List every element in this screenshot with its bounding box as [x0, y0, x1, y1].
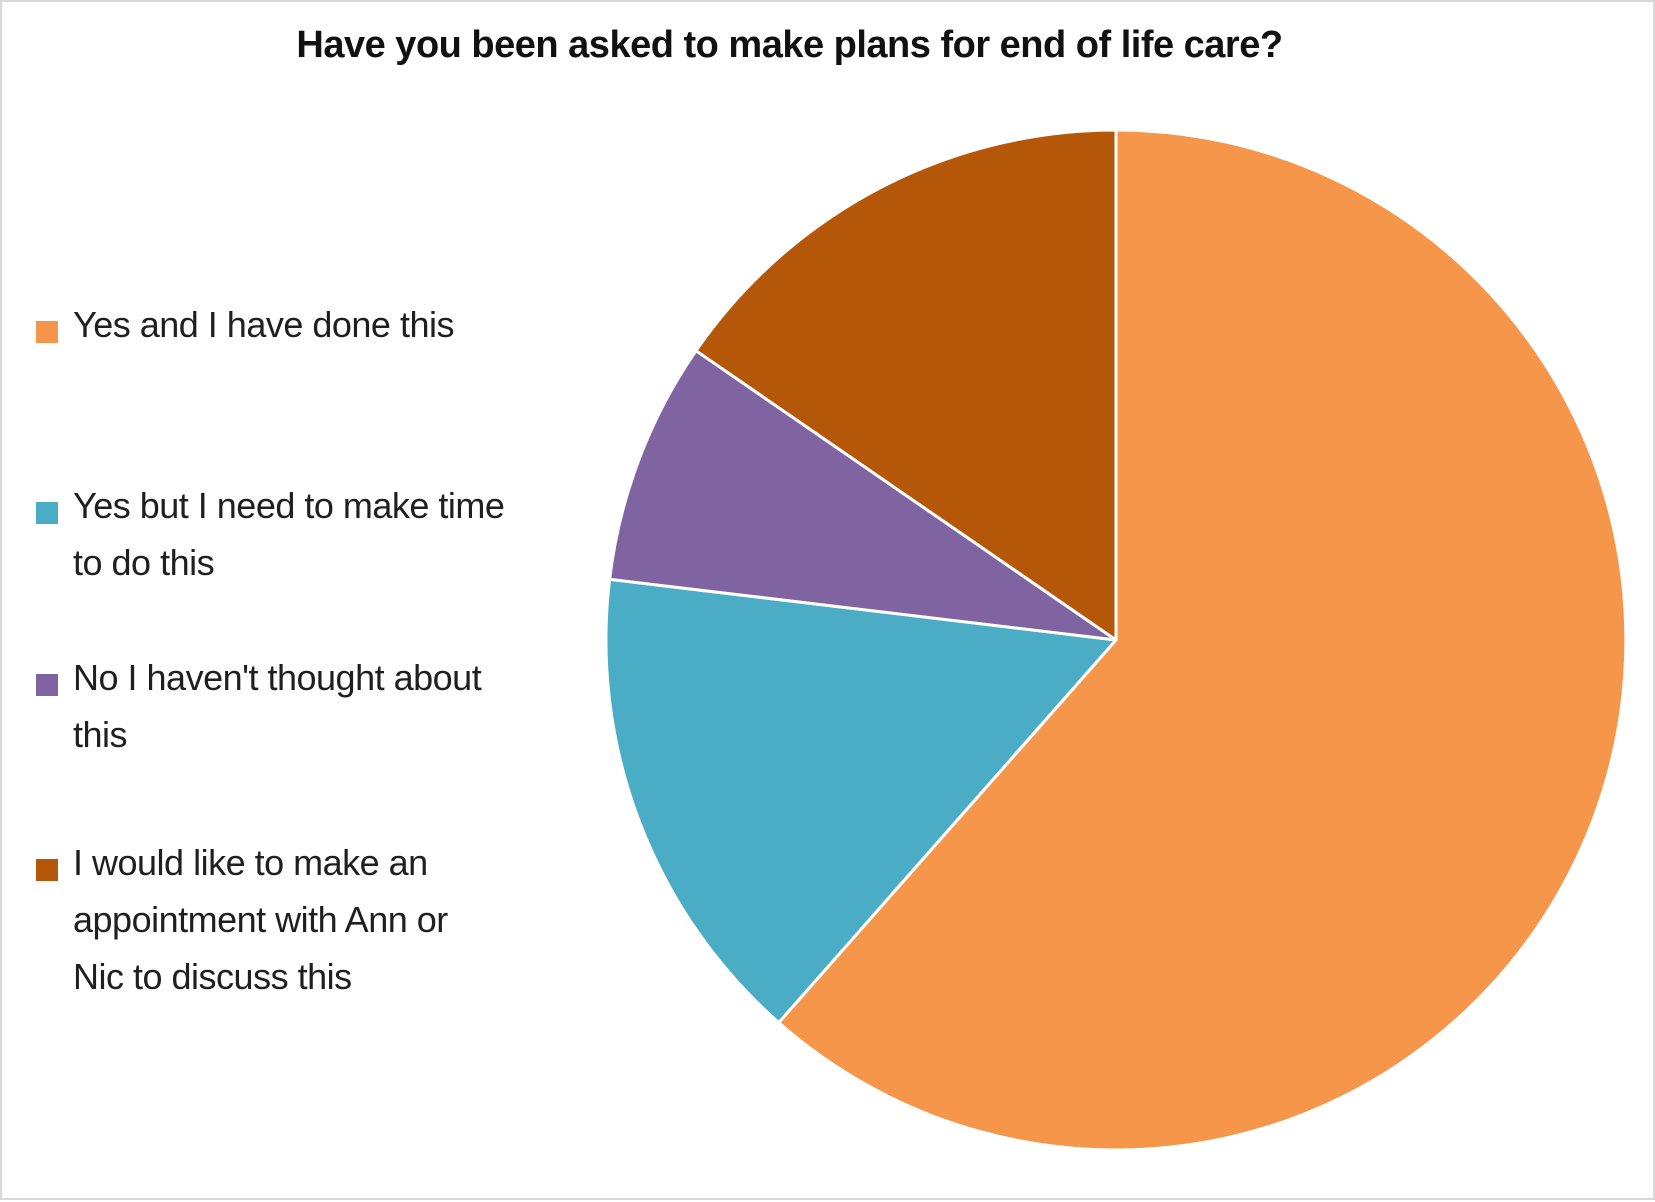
chart-title: Have you been asked to make plans for en… [296, 24, 1283, 66]
legend-swatch-icon [36, 859, 58, 881]
legend-label-line: to do this [73, 542, 215, 583]
legend-label-line: appointment with Ann or [73, 899, 448, 940]
legend-label: I would like to make an appointment with … [73, 834, 448, 1005]
legend-swatch-icon [36, 674, 58, 696]
legend-label: No I haven't thought about this [73, 649, 482, 763]
pie-slice-2 [608, 349, 1118, 642]
legend-swatch-icon [36, 321, 58, 343]
legend-label-line: this [73, 714, 128, 755]
legend-label: Yes but I need to make time to do this [73, 477, 505, 591]
legend-label-line: Nic to discuss this [73, 956, 352, 997]
legend-item-2: No I haven't thought about this [36, 649, 596, 763]
legend-swatch-icon [36, 502, 58, 524]
legend-item-0: Yes and I have done this [36, 296, 596, 353]
legend-label-line: I would like to make an [73, 842, 428, 883]
legend-item-1: Yes but I need to make time to do this [36, 477, 596, 591]
pie-slice-3 [694, 128, 1118, 642]
legend-item-3: I would like to make an appointment with … [36, 834, 596, 1005]
pie-slice-1 [604, 577, 1118, 1025]
pie-slice-0 [777, 128, 1628, 1152]
legend-label-line: No I haven't thought about [73, 657, 482, 698]
legend-label-line: Yes and I have done this [73, 304, 454, 345]
legend-label: Yes and I have done this [73, 296, 454, 353]
legend-label-line: Yes but I need to make time [73, 485, 505, 526]
